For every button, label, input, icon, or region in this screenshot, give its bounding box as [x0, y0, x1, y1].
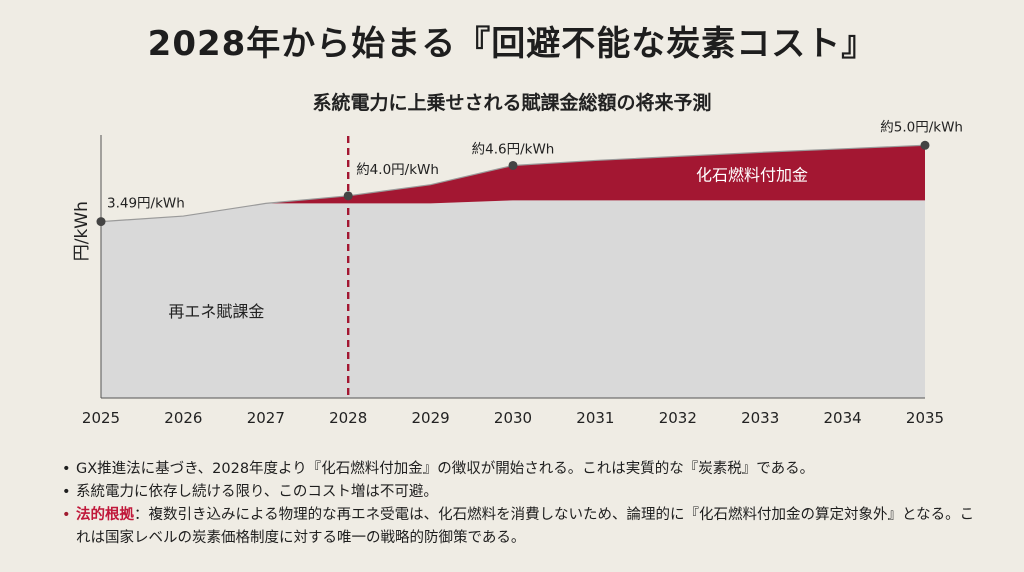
annotation-point	[920, 140, 930, 150]
x-tick-label: 2034	[824, 409, 862, 427]
series-area-fossil-fuel-levy	[265, 145, 925, 204]
annotation-label: 約5.0円/kWh	[880, 119, 963, 135]
x-tick-label: 2031	[576, 409, 614, 427]
y-axis-label: 円/kWh	[72, 201, 92, 261]
x-tick-label: 2030	[494, 409, 532, 427]
bullet-item-legal-basis: 法的根拠：複数引き込みによる物理的な再エネ受電は、化石燃料を消費しないため、論理…	[60, 504, 980, 550]
bullet-list: GX推進法に基づき、2028年度より『化石燃料付加金』の徴収が開始される。これは…	[60, 458, 980, 550]
series-area-renewable-surcharge	[101, 200, 925, 398]
legal-basis-separator: ：	[134, 507, 149, 523]
x-tick-label: 2026	[164, 409, 202, 427]
x-tick-label: 2027	[247, 409, 285, 427]
x-tick-label: 2025	[82, 409, 120, 427]
annotation-point	[343, 191, 353, 201]
x-tick-label: 2028	[329, 409, 367, 427]
annotation-label: 約4.6円/kWh	[472, 141, 555, 157]
area-label: 再エネ賦課金	[168, 302, 264, 321]
bullet-item: GX推進法に基づき、2028年度より『化石燃料付加金』の徴収が開始される。これは…	[60, 458, 980, 481]
legal-basis-label: 法的根拠	[76, 507, 134, 523]
chart-subtitle: 系統電力に上乗せされる賦課金総額の将来予測	[312, 92, 712, 114]
annotation-label: 3.49円/kWh	[107, 196, 185, 212]
bullet-text: GX推進法に基づき、2028年度より『化石燃料付加金』の徴収が開始される。これは…	[76, 461, 815, 477]
annotation-label: 約4.0円/kWh	[356, 162, 439, 178]
bullet-text: 系統電力に依存し続ける限り、このコスト増は不可避。	[76, 484, 438, 500]
x-tick-label: 2033	[741, 409, 779, 427]
bullet-text: 複数引き込みによる物理的な再エネ受電は、化石燃料を消費しないため、論理的に『化石…	[76, 507, 975, 546]
area-label: 化石燃料付加金	[696, 166, 808, 185]
x-tick-label: 2029	[412, 409, 450, 427]
annotation-point	[96, 217, 106, 227]
bullet-item: 系統電力に依存し続ける限り、このコスト増は不可避。	[60, 481, 980, 504]
x-tick-label: 2032	[659, 409, 697, 427]
x-tick-label: 2035	[906, 409, 944, 427]
page-title: 2028年から始まる『回避不能な炭素コスト』	[147, 24, 877, 64]
annotation-point	[508, 160, 518, 170]
